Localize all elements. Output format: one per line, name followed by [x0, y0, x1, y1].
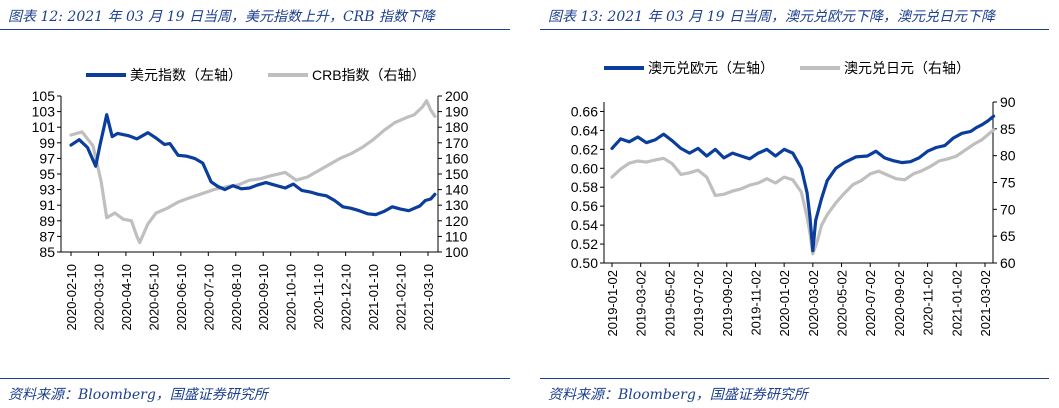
x-tick-label: 2019-01-02	[605, 270, 620, 337]
y-right-tick-label: 200	[445, 88, 469, 104]
series-line-dark	[69, 113, 437, 217]
y-left-tick-label: 103	[32, 104, 56, 120]
x-tick-label: 2021-01-02	[949, 270, 964, 337]
y-right-tick-label: 140	[445, 182, 469, 198]
title-rule	[540, 29, 1049, 30]
x-tick-label: 2020-09-02	[892, 270, 907, 337]
source-rule	[540, 378, 1049, 379]
source-note: 资料来源：Bloomberg，国盛证券研究所	[548, 387, 808, 403]
y-right-tick-label: 110	[445, 228, 468, 244]
y-right-tick-label: 90	[1000, 94, 1016, 110]
x-tick-label: 2020-04-10	[119, 264, 134, 331]
x-tick-label: 2020-05-10	[146, 264, 161, 331]
legend-label: CRB指数（右轴）	[312, 67, 426, 83]
y-left-tick-label: 91	[39, 197, 55, 213]
y-right-tick-label: 170	[445, 135, 469, 151]
y-left-tick-label: 99	[39, 135, 55, 151]
x-tick-label: 2019-09-02	[720, 270, 735, 337]
y-left-tick-label: 0.58	[571, 179, 598, 195]
y-right-tick-label: 75	[1000, 175, 1016, 191]
x-tick-label: 2020-02-10	[64, 264, 79, 331]
y-right-tick-label: 120	[445, 213, 469, 229]
y-left-tick-label: 0.50	[571, 255, 598, 271]
chart-title: 图表 12: 2021 年 03 月 19 日当周，美元指数上升，CRB 指数下…	[8, 9, 435, 25]
y-right-tick-label: 85	[1000, 121, 1016, 137]
y-right-tick-label: 60	[1000, 255, 1016, 271]
y-right-tick-label: 80	[1000, 148, 1016, 164]
y-left-tick-label: 105	[32, 88, 56, 104]
legend-label: 美元指数（左轴）	[130, 67, 242, 83]
y-left-tick-label: 85	[39, 244, 55, 260]
x-tick-label: 2020-03-02	[806, 270, 821, 337]
x-tick-label: 2021-01-10	[366, 264, 381, 331]
y-left-tick-label: 89	[39, 213, 55, 229]
x-tick-label: 2021-03-02	[978, 270, 993, 337]
source-note: 资料来源：Bloomberg，国盛证券研究所	[8, 387, 268, 403]
y-right-tick-label: 160	[445, 150, 469, 166]
panel-usd-crb: 图表 12: 2021 年 03 月 19 日当周，美元指数上升，CRB 指数下…	[0, 0, 520, 408]
y-left-tick-label: 0.52	[571, 236, 598, 252]
y-left-tick-label: 87	[39, 228, 55, 244]
title-rule	[0, 29, 510, 30]
x-tick-label: 2020-09-10	[256, 264, 271, 331]
y-left-tick-label: 0.56	[571, 198, 598, 214]
x-tick-label: 2020-07-02	[863, 270, 878, 337]
y-right-tick-label: 65	[1000, 228, 1016, 244]
legend-label: 澳元兑欧元（左轴）	[648, 60, 774, 76]
y-right-tick-label: 190	[445, 104, 469, 120]
x-tick-label: 2021-03-10	[421, 264, 436, 331]
x-tick-label: 2020-12-10	[339, 264, 354, 331]
y-left-tick-label: 97	[39, 150, 55, 166]
y-right-tick-label: 130	[445, 197, 469, 213]
series-line-dark	[610, 114, 996, 253]
x-tick-label: 2019-07-02	[691, 270, 706, 337]
y-left-tick-label: 0.62	[571, 141, 598, 157]
x-tick-label: 2020-11-10	[311, 264, 326, 330]
y-left-tick-label: 101	[32, 119, 56, 135]
y-right-tick-label: 150	[445, 166, 469, 182]
legend-label: 澳元兑日元（右轴）	[844, 60, 970, 76]
panel-aud-eur-jpy: 图表 13: 2021 年 03 月 19 日当周，澳元兑欧元下降，澳元兑日元下…	[540, 0, 1059, 408]
y-right-tick-label: 180	[445, 119, 469, 135]
x-tick-label: 2020-06-10	[174, 264, 189, 331]
y-left-tick-label: 0.54	[571, 217, 598, 233]
x-tick-label: 2020-03-10	[91, 264, 106, 331]
series-line-light	[69, 99, 437, 245]
x-tick-label: 2019-05-02	[662, 270, 677, 337]
y-right-tick-label: 70	[1000, 201, 1016, 217]
chart-title: 图表 13: 2021 年 03 月 19 日当周，澳元兑欧元下降，澳元兑日元下…	[548, 9, 995, 25]
y-left-tick-label: 0.66	[571, 103, 598, 119]
x-tick-label: 2021-02-10	[394, 264, 409, 331]
x-tick-label: 2020-08-10	[229, 264, 244, 331]
x-tick-label: 2019-11-02	[748, 270, 763, 336]
y-right-tick-label: 100	[445, 244, 469, 260]
y-left-tick-label: 0.60	[571, 160, 598, 176]
x-tick-label: 2020-07-10	[201, 264, 216, 331]
x-tick-label: 2020-05-02	[835, 270, 850, 337]
y-left-tick-label: 93	[39, 182, 55, 198]
y-left-tick-label: 95	[39, 166, 55, 182]
x-tick-label: 2019-03-02	[634, 270, 649, 337]
x-tick-label: 2020-10-10	[284, 264, 299, 331]
x-tick-label: 2020-11-02	[921, 270, 936, 336]
x-tick-label: 2020-01-02	[777, 270, 792, 337]
source-rule	[0, 378, 510, 379]
chart-aud-eur-jpy: 0.50 0.52 0.54 0.56 0.58 0.60 0.62 0.64 0.66 60 65…	[571, 60, 1016, 337]
y-left-tick-label: 0.64	[571, 122, 598, 138]
